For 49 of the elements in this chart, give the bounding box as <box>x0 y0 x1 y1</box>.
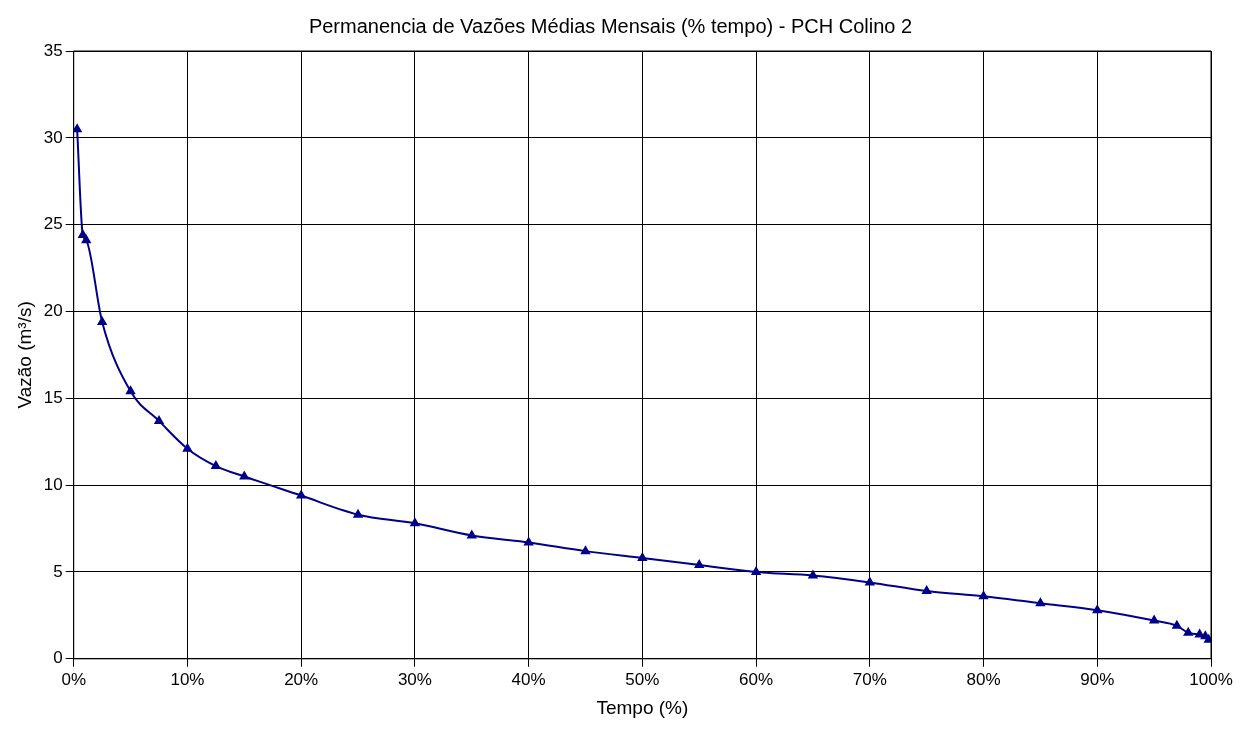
x-axis-title: Tempo (%) <box>596 696 689 718</box>
point <box>73 124 82 133</box>
point <box>581 546 590 555</box>
point <box>1183 627 1193 636</box>
point <box>524 537 534 546</box>
y-tick-label: 15 <box>43 388 63 407</box>
x-tick-label: 80% <box>966 669 1001 689</box>
point <box>239 471 249 480</box>
y-tick-label: 20 <box>43 301 63 321</box>
point <box>154 415 164 424</box>
y-tick-label: 25 <box>43 214 63 234</box>
point <box>78 230 88 239</box>
point <box>637 553 647 562</box>
point <box>182 443 192 452</box>
x-tick-label: 30% <box>397 669 432 689</box>
point <box>467 530 477 539</box>
point <box>1172 620 1182 629</box>
y-tick-label: 5 <box>53 561 63 581</box>
point <box>97 316 107 325</box>
x-tick-label: 20% <box>284 669 319 689</box>
point <box>979 591 989 600</box>
y-tick-label: 35 <box>43 40 63 60</box>
y-axis-title: Vazão (m³/s) <box>13 301 35 409</box>
point <box>1092 605 1102 614</box>
point <box>126 386 136 395</box>
y-tick-label: 10 <box>43 474 63 494</box>
point <box>1149 615 1159 624</box>
point <box>1035 598 1045 607</box>
chart-title: Permanencia de Vazões Médias Mensais (% tempo) - PCH Colino 2 <box>308 14 913 37</box>
x-tick-label: 100% <box>1189 669 1233 689</box>
y-tick-label: 0 <box>53 648 63 668</box>
x-tick-label: 0% <box>61 669 86 689</box>
point <box>751 566 761 575</box>
point <box>211 461 221 470</box>
point <box>694 560 704 569</box>
x-tick-label: 70% <box>852 669 887 689</box>
x-tick-label: 10% <box>170 669 205 689</box>
point <box>410 518 420 527</box>
point <box>865 577 875 586</box>
point <box>81 235 91 244</box>
point <box>922 586 932 595</box>
point <box>353 509 363 518</box>
y-tick-label: 30 <box>43 127 63 147</box>
x-tick-label: 50% <box>625 669 660 689</box>
x-tick-label: 60% <box>739 669 774 689</box>
point <box>808 570 818 579</box>
x-tick-label: 40% <box>511 669 546 689</box>
point <box>296 490 306 499</box>
x-tick-label: 90% <box>1080 669 1115 689</box>
